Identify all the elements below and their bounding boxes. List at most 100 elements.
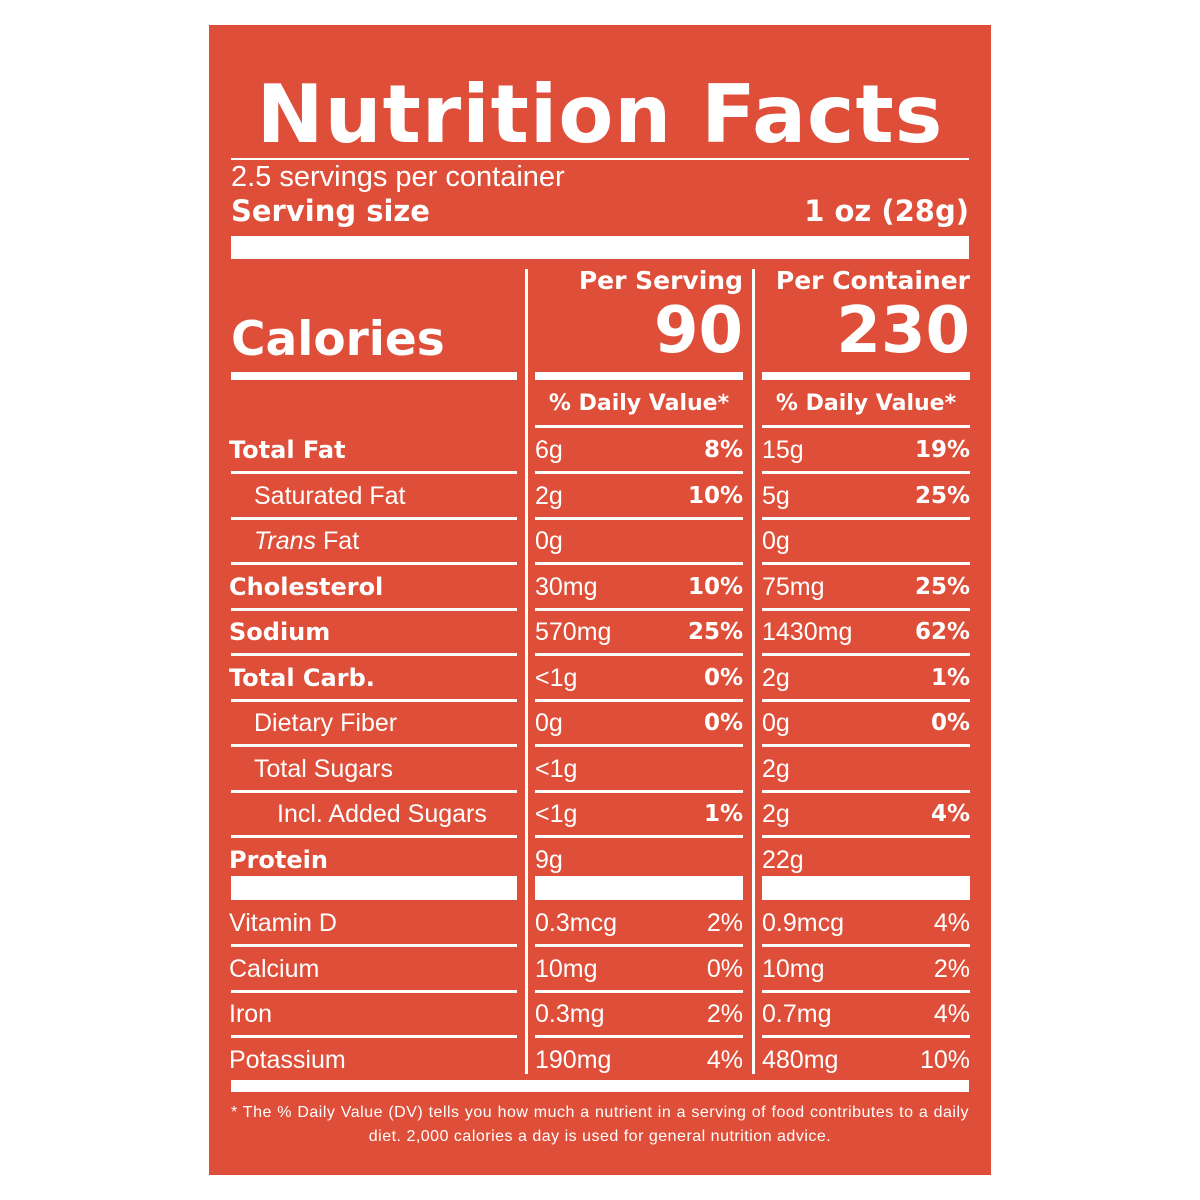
amount-per-serving: 30mg [535, 572, 598, 601]
dv-per-container: 4% [930, 801, 970, 827]
nutrient-name: Saturated Fat [254, 481, 406, 510]
amount-per-container: 75mg [762, 572, 825, 601]
amount-per-container: 0g [762, 709, 790, 737]
amount-per-serving: 570mg [535, 618, 612, 646]
nutrient-name: Cholesterol [229, 572, 384, 601]
row-divider [762, 989, 970, 993]
dv-per-serving: 0% [703, 710, 743, 736]
nutrient-row: Trans Fat 0g 0g [209, 519, 991, 564]
thick-divider [231, 372, 517, 380]
nutrient-name: Total Carb. [229, 663, 375, 692]
row-divider [231, 1035, 517, 1038]
calories-per-container: 230 [836, 294, 970, 368]
amount-per-container: 22g [762, 845, 804, 874]
nutrient-row: Cholesterol 30mg 10% 75mg 25% [209, 565, 991, 610]
row-divider [535, 516, 743, 520]
row-divider [535, 562, 743, 565]
thick-divider [231, 1080, 969, 1092]
dv-per-container: 10% [919, 1045, 970, 1074]
nutrient-name-italic: Trans [254, 527, 317, 555]
daily-value-header: % Daily Value* [548, 391, 730, 416]
row-divider [535, 744, 743, 747]
calories-label: Calories [231, 312, 445, 367]
thick-divider [762, 372, 970, 380]
vitamin-row: Calcium 10mg 0% 10mg 2% [209, 947, 991, 992]
dv-per-serving: 10% [687, 573, 743, 600]
nutrient-row: Total Fat 6g 8% 15g 19% [209, 428, 991, 473]
nutrient-name: Total Fat [229, 436, 346, 464]
row-divider [535, 835, 743, 838]
serving-size-label: Serving size [231, 194, 430, 228]
daily-value-header: % Daily Value* [775, 391, 957, 416]
row-divider [535, 789, 743, 793]
vitamin-row: Potassium 190mg 4% 480mg 10% [209, 1038, 991, 1083]
dv-per-serving: 0% [706, 954, 743, 983]
column-divider [752, 269, 755, 1074]
row-divider [535, 653, 743, 656]
thick-divider [535, 372, 743, 380]
amount-per-serving: 10mg [535, 954, 598, 983]
row-divider [762, 789, 970, 793]
dv-per-serving: 0% [703, 664, 743, 691]
amount-per-container: 5g [762, 481, 790, 510]
amount-per-container: 480mg [762, 1045, 839, 1074]
row-divider [231, 562, 517, 565]
amount-per-container: 2g [762, 754, 790, 783]
row-divider [231, 989, 517, 993]
amount-per-container: 15g [762, 436, 804, 464]
nutrient-row: Incl. Added Sugars <1g 1% 2g 4% [209, 792, 991, 837]
dv-per-container: 2% [933, 954, 970, 983]
row-divider [231, 744, 517, 747]
row-divider [535, 471, 743, 474]
row-divider [231, 698, 517, 702]
row-divider [762, 471, 970, 474]
servings-per-container: 2.5 servings per container [231, 161, 565, 193]
amount-per-container: 10mg [762, 954, 825, 983]
nutrient-name: Calcium [229, 954, 320, 983]
divider [762, 425, 970, 428]
nutrient-name: Total Sugars [254, 754, 393, 783]
nutrient-name: Trans Fat [254, 519, 359, 564]
row-divider [762, 944, 970, 947]
amount-per-serving: 6g [535, 436, 563, 464]
row-divider [535, 989, 743, 993]
amount-per-container: 0g [762, 527, 790, 555]
nutrient-name: Protein [229, 845, 328, 874]
dv-per-serving: 4% [706, 1045, 743, 1074]
amount-per-serving: 9g [535, 845, 563, 874]
row-divider [762, 1035, 970, 1038]
dv-per-container: 25% [914, 482, 970, 509]
dv-per-container: 19% [914, 437, 970, 463]
nutrient-name: Iron [229, 1000, 273, 1028]
amount-per-serving: 0g [535, 709, 563, 737]
divider [535, 425, 743, 428]
dv-per-container: 4% [933, 1000, 970, 1028]
row-divider [762, 562, 970, 565]
amount-per-container: 0.9mcg [762, 909, 844, 937]
dv-per-serving: 1% [703, 801, 743, 827]
nutrient-row: Protein 9g 22g [209, 838, 991, 883]
thick-divider [762, 876, 970, 900]
amount-per-container: 1430mg [762, 618, 853, 646]
amount-per-serving: 0.3mg [535, 1000, 605, 1028]
amount-per-serving: <1g [535, 800, 578, 828]
row-divider [231, 835, 517, 838]
dv-per-container: 1% [930, 664, 970, 691]
amount-per-serving: <1g [535, 663, 578, 692]
thick-divider [231, 876, 517, 900]
amount-per-container: 2g [762, 800, 790, 828]
dv-per-serving: 25% [687, 619, 743, 645]
row-divider [762, 835, 970, 838]
amount-per-serving: 2g [535, 481, 563, 510]
amount-per-serving: 190mg [535, 1045, 612, 1074]
dv-per-container: 25% [914, 573, 970, 600]
nutrition-facts-label: Nutrition Facts 2.5 servings per contain… [209, 25, 991, 1175]
nutrient-row: Sodium 570mg 25% 1430mg 62% [209, 610, 991, 655]
row-divider [231, 471, 517, 474]
vitamin-row: Iron 0.3mg 2% 0.7mg 4% [209, 992, 991, 1037]
dv-per-serving: 2% [706, 1000, 743, 1028]
per-container-header: Per Container [775, 266, 970, 295]
row-divider [231, 607, 517, 611]
row-divider [762, 744, 970, 747]
amount-per-container: 2g [762, 663, 790, 692]
